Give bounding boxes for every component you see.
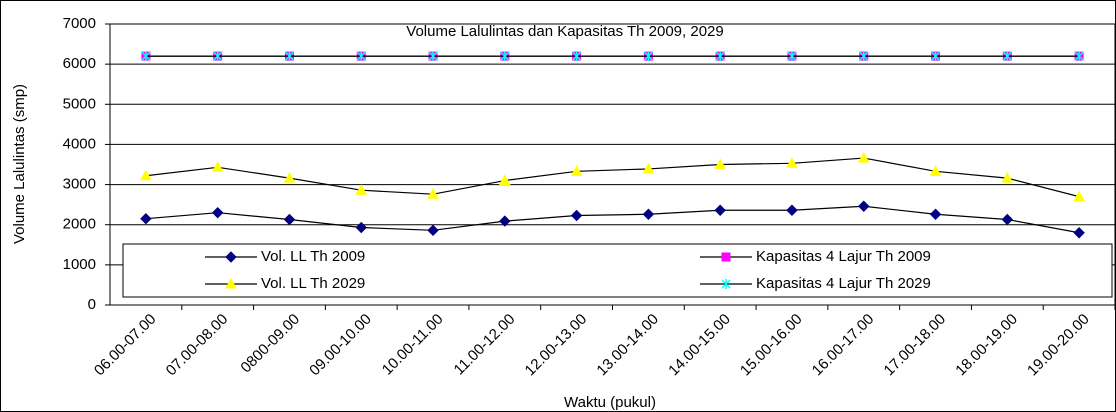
marker	[858, 200, 870, 212]
marker	[721, 279, 731, 289]
y-axis-label: Volume Lalulintas (smp)	[11, 84, 28, 244]
marker	[499, 215, 511, 227]
y-tick-label: 6000	[63, 55, 96, 72]
marker	[643, 51, 653, 62]
marker	[929, 165, 942, 176]
y-tick-label: 2000	[63, 216, 96, 233]
marker	[211, 161, 224, 172]
marker	[284, 51, 294, 62]
marker	[213, 51, 223, 62]
marker	[427, 224, 439, 237]
marker	[642, 162, 655, 174]
series-line	[145, 157, 1080, 198]
marker	[283, 213, 296, 226]
marker	[140, 169, 152, 181]
marker	[1002, 51, 1012, 62]
marker	[715, 51, 725, 62]
legend-label: Vol. LL Th 2009	[261, 248, 365, 265]
marker	[1074, 51, 1084, 62]
y-tick-label: 7000	[63, 15, 96, 32]
y-tick-label: 3000	[63, 176, 96, 193]
marker	[787, 51, 797, 62]
marker	[857, 152, 870, 163]
x-axis-label: Waktu (pukul)	[564, 394, 656, 411]
marker	[283, 172, 296, 183]
marker	[714, 204, 726, 216]
marker	[786, 157, 798, 168]
marker	[1001, 172, 1014, 183]
marker	[355, 184, 368, 195]
legend-label: Vol. LL Th 2029	[261, 275, 365, 292]
marker	[500, 51, 510, 62]
marker	[211, 206, 224, 219]
marker	[355, 221, 367, 234]
marker	[721, 252, 731, 262]
legend-label: Kapasitas 4 Lajur Th 2029	[756, 275, 931, 292]
marker	[1073, 190, 1085, 202]
marker	[714, 158, 727, 169]
legend-box	[122, 243, 1113, 298]
y-tick-label: 0	[88, 296, 96, 313]
marker	[570, 209, 583, 222]
marker	[225, 251, 237, 263]
marker	[786, 204, 798, 216]
marker	[859, 51, 869, 62]
series-line	[145, 205, 1080, 234]
marker	[356, 51, 366, 62]
chart-title: Volume Lalulintas dan Kapasitas Th 2009,…	[406, 23, 723, 40]
marker	[498, 174, 511, 186]
y-tick-label: 4000	[63, 135, 96, 152]
y-tick-label: 1000	[63, 256, 96, 273]
marker	[1001, 213, 1014, 226]
marker	[140, 212, 152, 225]
legend-label: Kapasitas 4 Lajur Th 2009	[756, 248, 931, 265]
marker	[428, 51, 438, 62]
marker	[141, 51, 151, 62]
marker	[427, 188, 439, 199]
marker	[931, 51, 941, 62]
marker	[225, 277, 237, 289]
marker	[929, 208, 942, 220]
marker	[1073, 227, 1085, 239]
marker	[570, 165, 583, 176]
y-tick-label: 5000	[63, 95, 96, 112]
marker	[642, 208, 655, 220]
marker	[572, 51, 582, 62]
